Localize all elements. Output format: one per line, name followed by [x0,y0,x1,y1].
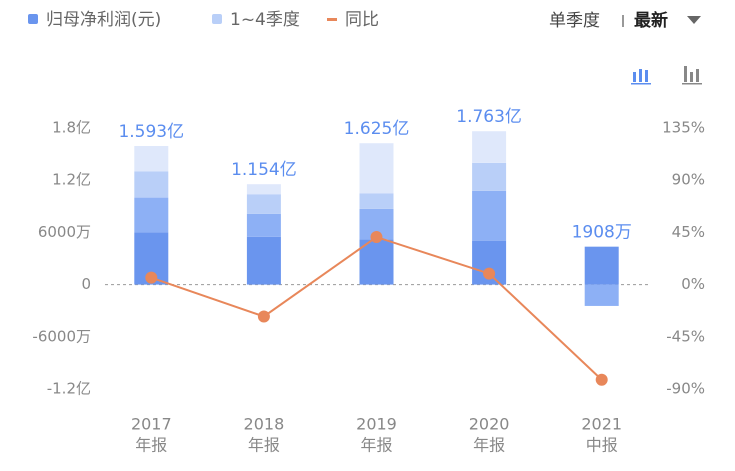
total-label: 1.154亿 [231,160,297,180]
total-label: 1.625亿 [344,119,410,139]
bar-segment [359,239,394,285]
y-tick-label: 1.8亿 [52,119,91,137]
y-tick-label: -6000万 [32,327,91,345]
dropdown-arrow[interactable] [687,16,701,24]
y2-tick-label: 90% [672,171,705,189]
legend-label: 同比 [345,10,379,30]
bar-segment [134,171,169,198]
total-label: 1.763亿 [456,107,522,127]
bar-segment [246,213,281,237]
x-tick-label: 2021 [581,415,622,434]
bar-icon[interactable] [682,66,702,85]
y2-tick-label: -90% [666,380,705,398]
y-tick-label: -1.2亿 [47,380,91,398]
x-tick-label: 年报 [248,436,280,455]
sort-button[interactable]: 最新 [634,10,668,31]
legend-label: 1~4季度 [230,10,300,30]
y-tick-label: 6000万 [38,223,91,241]
bar-segment [472,190,507,241]
x-tick-label: 年报 [473,436,505,455]
bar-segment [472,162,507,191]
yoy-point [145,271,158,284]
yoy-point [595,373,608,386]
yoy-point [370,231,383,244]
x-tick-label: 2018 [244,415,285,434]
y-tick-label: 0 [81,275,91,293]
total-label: 1908万 [572,223,632,243]
y2-tick-label: 135% [662,119,705,137]
mode-button[interactable]: 单季度 [549,11,600,31]
bar-segment [246,236,281,285]
total-label: 1.593亿 [118,122,184,142]
x-tick-label: 2017 [131,415,172,434]
bar-segment [584,246,619,285]
x-tick-label: 年报 [135,436,167,455]
y2-tick-label: -45% [666,327,705,345]
x-tick-label: 2019 [356,415,397,434]
y-tick-label: 1.2亿 [52,171,91,189]
bar-segment [246,184,281,195]
stack-icon[interactable] [631,69,651,85]
yoy-point [483,267,496,280]
bar-segment [359,143,394,194]
y2-tick-label: 0% [681,275,705,293]
bar-segment [134,146,169,172]
legend-swatch [28,14,38,24]
legend-label: 归母净利润(元) [46,10,161,30]
bar-segment [472,131,507,163]
x-tick-label: 年报 [360,436,392,455]
separator [622,15,624,27]
x-tick-label: 中报 [586,436,618,455]
legend-swatch [212,14,222,24]
y2-tick-label: 45% [672,223,705,241]
bar-segment [246,194,281,214]
yoy-point [257,310,270,323]
bar-segment [134,197,169,233]
legend-swatch [327,18,337,21]
bar-segment [359,193,394,209]
x-tick-label: 2020 [469,415,510,434]
bar-segment [584,284,619,306]
